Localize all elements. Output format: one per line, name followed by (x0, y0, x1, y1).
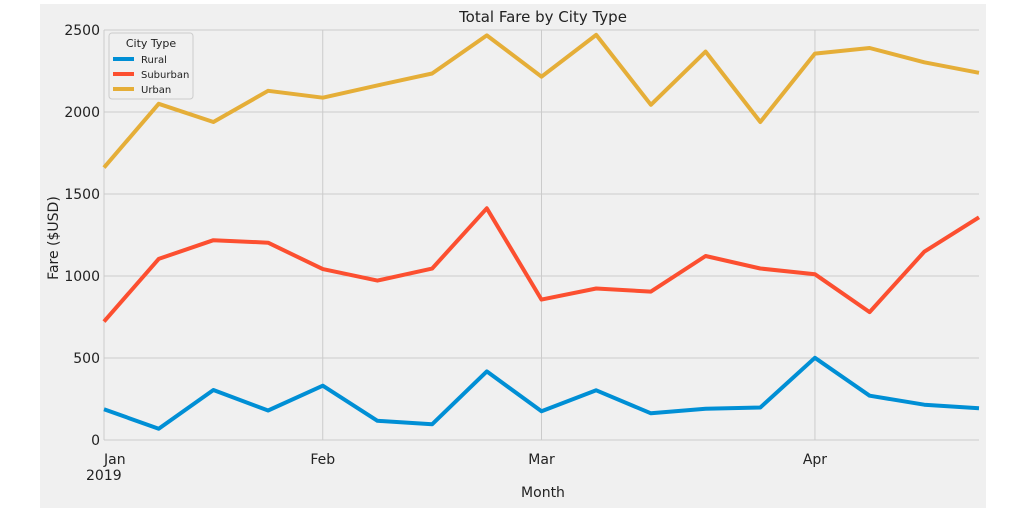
legend-box (108, 32, 194, 100)
legend-label-urban: Urban (141, 85, 171, 96)
legend-entries: Rural Suburban Urban (113, 55, 189, 96)
legend-title: City Type (126, 37, 177, 50)
series-line-suburban (102, 206, 981, 323)
legend: City Type Rural Suburban Urban (108, 32, 194, 100)
y-tick-label: 2500 (64, 23, 100, 39)
y-tick-label: 0 (91, 433, 100, 449)
legend-label-rural: Rural (141, 55, 167, 66)
series-line-urban (102, 32, 980, 169)
grid (103, 29, 979, 441)
y-tick-label: 1000 (64, 269, 100, 285)
x-tick-label: Feb (310, 452, 335, 468)
series-lines (102, 32, 981, 431)
chart-title: Total Fare by City Type (458, 8, 627, 26)
x-tick-label: Apr (803, 452, 827, 468)
x-tick-sublabel: 2019 (86, 468, 122, 484)
y-tick-label: 1500 (64, 187, 100, 203)
y-tick-labels: 0 500 1000 1500 2000 2500 (64, 23, 100, 449)
legend-label-suburban: Suburban (141, 70, 189, 81)
y-tick-label: 500 (73, 351, 100, 367)
x-axis-label: Month (521, 485, 565, 501)
series-line-rural (103, 355, 980, 431)
x-tick-label: Jan (103, 452, 126, 468)
y-axis-label: Fare ($USD) (46, 196, 62, 280)
y-tick-label: 2000 (64, 105, 100, 121)
x-tick-label: Mar (528, 452, 555, 468)
